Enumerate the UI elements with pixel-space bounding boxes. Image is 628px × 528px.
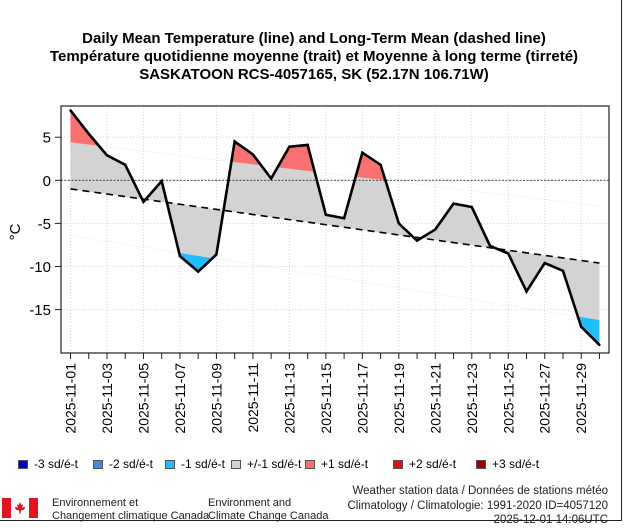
data-point-2025-11-06	[160, 179, 163, 183]
source-info: Weather station data / Données de statio…	[347, 484, 608, 528]
legend-item: +/-1 sd/é-t	[231, 457, 301, 471]
chart-subtitle-station: SASKATOON RCS-4057165, SK (52.17N 106.71…	[139, 66, 489, 83]
y-tick-label: -15	[29, 302, 51, 319]
org-en-line1: Environment and	[208, 497, 292, 509]
x-tick-label: 2025-11-11	[245, 363, 261, 433]
y-axis: 5 0 -5 -10 -15	[29, 130, 61, 319]
x-tick-label: 2025-11-03	[99, 363, 115, 434]
data-point-2025-11-13	[288, 145, 291, 148]
data-point-2025-11-04	[124, 163, 127, 166]
x-tick-label: 2025-11-17	[354, 363, 370, 434]
legend-label: +1 sd/é-t	[321, 457, 369, 471]
x-tick-label: 2025-11-05	[135, 363, 151, 434]
band-within-1sd	[70, 110, 600, 345]
plot-border	[60, 105, 610, 354]
data-point-2025-11-23	[470, 205, 473, 209]
source-line1: Weather station data / Données de statio…	[352, 485, 609, 497]
data-point-2025-11-01	[69, 109, 72, 112]
legend-swatch	[393, 459, 403, 469]
grid-lines	[61, 106, 609, 353]
data-point-2025-11-17	[361, 151, 364, 154]
x-tick-label: 2025-11-13	[281, 363, 297, 434]
legend-swatch	[18, 459, 28, 469]
org-fr-line2: Changement climatique Canada	[52, 510, 210, 522]
canada-flag-icon	[2, 498, 38, 518]
x-tick-label: 2025-11-29	[573, 363, 589, 434]
y-tick-label: 5	[43, 130, 51, 147]
legend-label: -2 sd/é-t	[109, 457, 154, 471]
data-point-2025-11-03	[105, 154, 109, 157]
legend-label: +3 sd/é-t	[492, 457, 540, 471]
y-tick-label: 0	[43, 173, 51, 190]
chart-title: Daily Mean Temperature (line) and Long-T…	[82, 30, 546, 47]
org-en-line2: Climate Change Canada	[208, 510, 329, 522]
legend-item: -2 sd/é-t	[93, 457, 153, 471]
legend-label: -1 sd/é-t	[181, 457, 226, 471]
data-point-2025-11-30	[598, 343, 601, 347]
temperature-chart: 50-5-10-15 2025-11-01 2025-11-03 2025-11-0…	[7, 105, 610, 434]
image-frame	[0, 0, 622, 521]
legend-swatch	[305, 459, 315, 469]
legend-swatch	[93, 459, 103, 469]
data-point-2025-11-21	[434, 228, 437, 231]
data-point-2025-11-02	[87, 132, 90, 135]
x-tick-label: 2025-11-23	[464, 363, 480, 434]
data-point-2025-11-28	[561, 269, 565, 273]
data-point-2025-11-07	[178, 254, 182, 258]
legend-swatch	[165, 459, 175, 469]
org-fr-line1: Environnement et	[52, 497, 139, 509]
legend-swatch	[231, 459, 241, 469]
legend-swatch	[476, 459, 486, 469]
chart-title-fr: Température quotidienne moyenne (trait) …	[49, 48, 579, 65]
data-point-2025-11-05	[142, 200, 145, 204]
x-tick-label: 2025-11-21	[427, 363, 443, 434]
legend-item: +2 sd/é-t	[393, 457, 456, 471]
data-points	[69, 109, 601, 347]
data-point-2025-11-27	[543, 261, 546, 265]
x-tick-label: 2025-11-19	[391, 363, 407, 434]
daily-temperature-line	[69, 109, 601, 346]
x-tick-label: 2025-11-25	[500, 363, 516, 434]
data-point-2025-11-14	[306, 143, 309, 147]
org-name-fr: Environnement et Changement climatique C…	[52, 497, 209, 523]
legend-label: -3 sd/é-t	[34, 457, 79, 471]
legend-item: +3 sd/é-t	[476, 457, 539, 471]
org-name-en: Environment and Climate Change Canada	[208, 497, 328, 523]
data-point-2025-11-19	[397, 222, 401, 225]
legend-item: +1 sd/é-t	[305, 457, 368, 471]
data-point-2025-11-24	[488, 244, 492, 248]
legend-item: -3 sd/é-t	[18, 457, 78, 471]
data-point-2025-11-16	[342, 217, 346, 220]
legend-label: +2 sd/é-t	[409, 457, 457, 471]
x-tick-label: 2025-11-07	[172, 363, 188, 434]
source-timestamp: 2025-12-01 14:06UTC	[493, 514, 608, 526]
y-tick-label: -5	[38, 216, 51, 233]
data-point-2025-11-12	[269, 177, 273, 180]
y-tick-label: -10	[29, 259, 51, 276]
data-point-2025-11-22	[452, 202, 455, 205]
legend-label: +/-1 sd/é-t	[247, 457, 302, 471]
x-tick-label: 2025-11-15	[318, 363, 334, 434]
x-axis: 2025-11-01 2025-11-03 2025-11-05 2025-11-07…	[63, 353, 600, 434]
data-point-2025-11-10	[233, 140, 236, 143]
legend-item: -1 sd/é-t	[165, 457, 225, 471]
source-line2: Climatology / Climatologie: 1991-2020 ID…	[347, 499, 608, 512]
data-point-2025-11-29	[580, 325, 583, 329]
data-point-2025-11-20	[415, 239, 419, 242]
x-tick-label: 2025-11-01	[63, 363, 79, 434]
data-point-2025-11-11	[251, 153, 255, 156]
y-axis-label: °C	[7, 223, 24, 240]
data-point-2025-11-15	[324, 213, 328, 216]
data-point-2025-11-18	[379, 163, 382, 166]
data-point-2025-11-26	[525, 290, 528, 293]
x-tick-label: 2025-11-09	[208, 363, 224, 434]
long-term-mean-line	[70, 188, 600, 264]
data-point-2025-11-25	[507, 252, 510, 255]
data-point-2025-11-09	[215, 253, 218, 256]
data-point-2025-11-08	[196, 270, 200, 273]
x-tick-label: 2025-11-27	[537, 363, 553, 434]
